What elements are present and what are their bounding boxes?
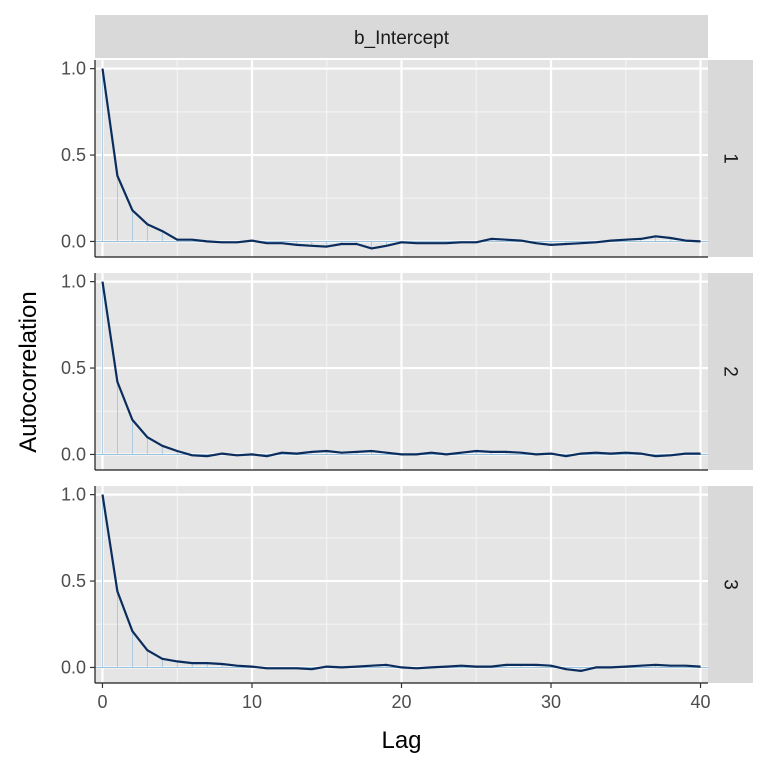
x-axis: 0 10 20 30 40 [97, 683, 711, 712]
facet-strip-label: 2 [720, 366, 741, 377]
y-tick-label: 0.5 [61, 145, 86, 165]
y-tick-label: 0.0 [61, 231, 86, 251]
x-tick-label: 30 [541, 692, 561, 712]
facet-strip-label: 3 [720, 579, 741, 590]
y-tick-label: 1.0 [61, 272, 86, 292]
facet-strip-label: 1 [720, 153, 741, 164]
facet-panels: 0.0 0.5 1.0 1 0.0 0.5 1.0 2 0.0 0.5 1.0 3 [61, 59, 753, 684]
x-tick-label: 40 [691, 692, 711, 712]
facet-strip-top-bg [95, 15, 708, 58]
y-tick-label: 1.0 [61, 485, 86, 505]
y-axis-title: Autocorrelation [15, 291, 42, 452]
x-axis-title: Lag [381, 727, 421, 754]
y-tick-label: 0.0 [61, 657, 86, 677]
acf-line-series-3 [101, 494, 701, 673]
facet-strip-right [708, 486, 753, 683]
acf-line-series-2 [101, 281, 701, 458]
facet-strip-top: b_Intercept [95, 15, 708, 58]
acf-line-series-1 [101, 68, 701, 250]
y-tick-label: 0.5 [61, 571, 86, 591]
x-tick-label: 0 [97, 692, 107, 712]
facet-panel-1: 0.0 0.5 1.0 1 [61, 59, 753, 258]
y-tick-label: 0.5 [61, 358, 86, 378]
y-tick-label: 0.0 [61, 444, 86, 464]
facet-panel-2: 0.0 0.5 1.0 2 [61, 272, 753, 471]
x-tick-label: 10 [242, 692, 262, 712]
y-tick-label: 1.0 [61, 59, 86, 79]
facet-strip-top-label: b_Intercept [354, 28, 450, 49]
facet-panel-3: 0.0 0.5 1.0 3 [61, 485, 753, 684]
facet-strip-right [708, 60, 753, 257]
x-tick-label: 20 [391, 692, 411, 712]
facet-strip-right [708, 273, 753, 470]
